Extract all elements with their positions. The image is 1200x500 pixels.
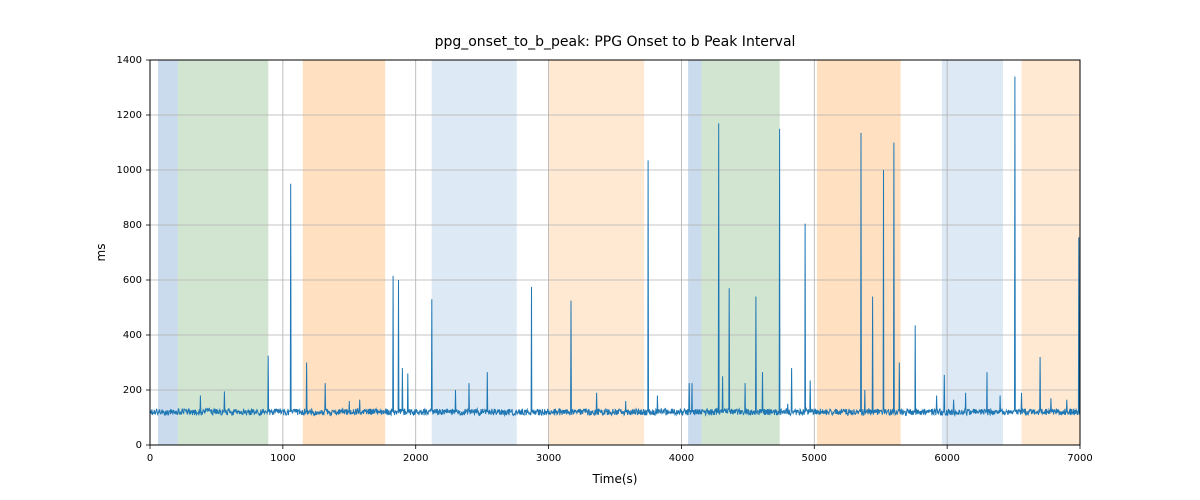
x-tick-label: 1000: [270, 453, 295, 464]
band: [303, 60, 385, 445]
x-tick-label: 2000: [403, 453, 428, 464]
band: [688, 60, 701, 445]
band: [549, 60, 645, 445]
chart-svg: ppg_onset_to_b_peak: PPG Onset to b Peak…: [0, 0, 1200, 500]
x-tick-label: 4000: [669, 453, 694, 464]
x-axis-ticks: 0 1000 2000 3000 4000 5000 6000 7000: [147, 445, 1093, 464]
y-tick-label: 600: [123, 275, 142, 286]
y-axis-label: ms: [94, 244, 108, 262]
band: [158, 60, 178, 445]
band: [1022, 60, 1080, 445]
band: [701, 60, 779, 445]
x-tick-label: 5000: [802, 453, 827, 464]
x-axis-label: Time(s): [592, 472, 638, 486]
y-tick-label: 400: [123, 330, 142, 341]
band: [178, 60, 268, 445]
x-tick-label: 6000: [934, 453, 959, 464]
x-tick-label: 7000: [1067, 453, 1092, 464]
x-tick-label: 3000: [536, 453, 561, 464]
chart-title: ppg_onset_to_b_peak: PPG Onset to b Peak…: [435, 34, 796, 50]
band: [432, 60, 517, 445]
y-tick-label: 1000: [117, 165, 142, 176]
y-tick-label: 800: [123, 220, 142, 231]
y-axis-ticks: 0 200 400 600 800 1000 1200 1400: [117, 55, 150, 451]
y-tick-label: 200: [123, 385, 142, 396]
band: [817, 60, 901, 445]
y-tick-label: 0: [136, 440, 142, 451]
chart-container: ppg_onset_to_b_peak: PPG Onset to b Peak…: [0, 0, 1200, 500]
y-tick-label: 1200: [117, 110, 142, 121]
band: [942, 60, 1003, 445]
y-tick-label: 1400: [117, 55, 142, 66]
x-tick-label: 0: [147, 453, 153, 464]
